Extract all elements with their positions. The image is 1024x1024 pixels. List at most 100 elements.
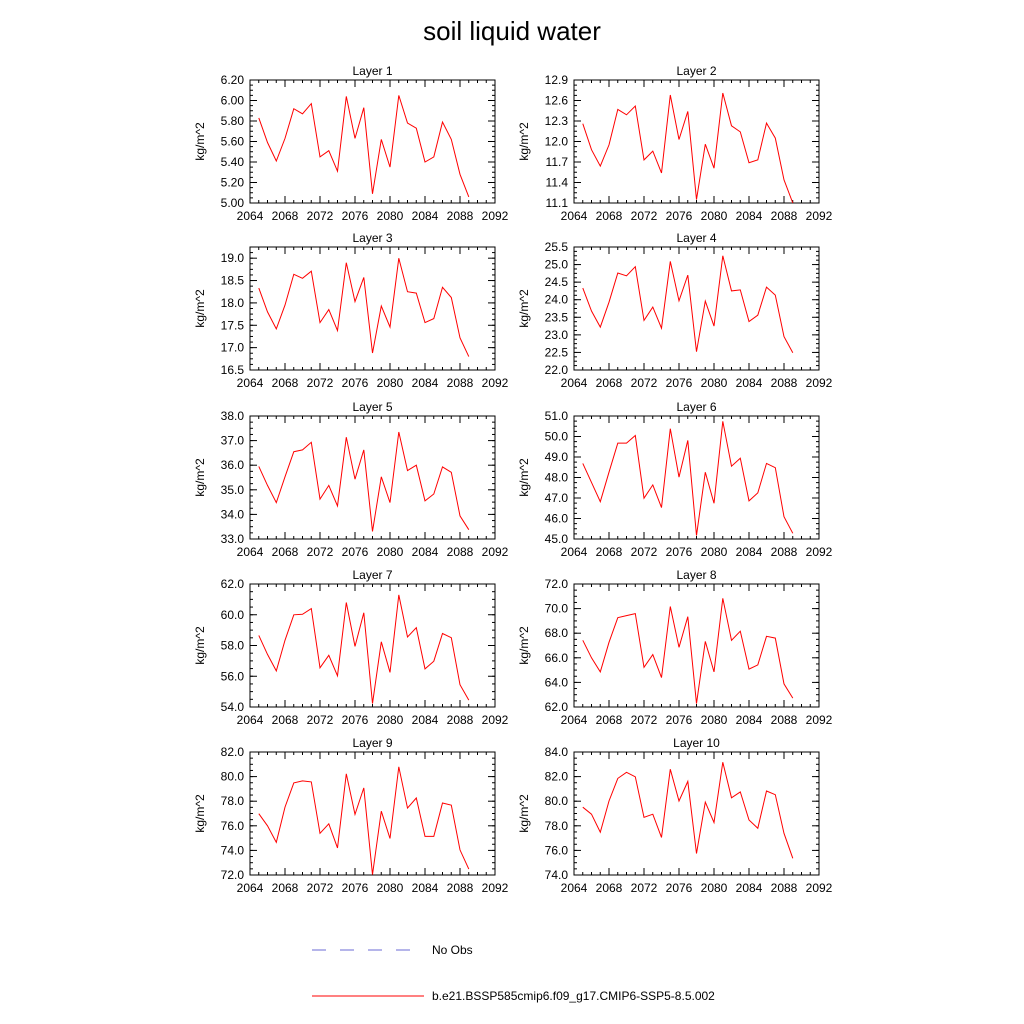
x-tick-label: 2072 — [631, 713, 658, 727]
x-tick-label: 2072 — [307, 881, 334, 895]
y-tick-label: 45.0 — [545, 532, 569, 546]
x-tick-label: 2080 — [701, 881, 728, 895]
y-tick-label: 64.0 — [545, 675, 569, 689]
x-tick-label: 2088 — [447, 545, 474, 559]
plot-frame — [573, 79, 820, 204]
y-tick-label: 18.0 — [221, 296, 245, 310]
y-tick-label: 51.0 — [545, 409, 569, 423]
x-tick-label: 2084 — [412, 881, 439, 895]
y-tick-label: 66.0 — [545, 651, 569, 665]
x-tick-label: 2068 — [272, 713, 299, 727]
x-tick-label: 2092 — [482, 545, 509, 559]
panel-layer-9: Layer 9 kg/m^2 2064 2068 2072 2076 2080 2084 208… — [193, 736, 509, 895]
panel-layer-6: Layer 6 kg/m^2 2064 2068 2072 2076 2080 2084 208… — [517, 400, 833, 559]
x-tick-label: 2084 — [412, 545, 439, 559]
x-tick-label: 2080 — [377, 545, 404, 559]
x-tick-label: 2076 — [342, 881, 369, 895]
x-tick-label: 2064 — [237, 209, 264, 223]
x-tick-label: 2072 — [307, 713, 334, 727]
x-tick-label: 2092 — [806, 545, 833, 559]
plot-frame — [249, 415, 496, 540]
x-tick-label: 2064 — [561, 376, 588, 390]
data-series-line — [258, 95, 470, 198]
y-tick-label: 12.6 — [545, 94, 569, 108]
y-tick-label: 37.0 — [221, 434, 245, 448]
x-tick-label: 2064 — [237, 545, 264, 559]
y-tick-label: 5.60 — [221, 135, 245, 149]
x-tick-label: 2064 — [237, 713, 264, 727]
y-axis-label: kg/m^2 — [193, 289, 207, 328]
panel-layer-8: Layer 8 kg/m^2 2064 2068 2072 2076 2080 2084 208… — [517, 568, 833, 727]
panel-title: Layer 8 — [676, 568, 716, 582]
x-tick-label: 2072 — [307, 545, 334, 559]
y-axis-label: kg/m^2 — [193, 794, 207, 833]
x-tick-label: 2084 — [412, 376, 439, 390]
x-tick-label: 2080 — [377, 881, 404, 895]
y-tick-label: 11.7 — [546, 155, 569, 169]
y-tick-label: 11.1 — [546, 196, 569, 210]
y-tick-label: 12.9 — [545, 73, 569, 87]
panel-title: Layer 3 — [352, 231, 392, 245]
x-tick-label: 2092 — [482, 376, 509, 390]
x-tick-label: 2076 — [342, 376, 369, 390]
plot-frame — [573, 583, 820, 708]
y-tick-label: 22.0 — [545, 363, 569, 377]
x-tick-label: 2088 — [447, 376, 474, 390]
y-tick-label: 60.0 — [221, 608, 245, 622]
x-tick-label: 2080 — [377, 713, 404, 727]
x-tick-label: 2076 — [666, 376, 693, 390]
y-tick-label: 58.0 — [221, 639, 245, 653]
y-tick-label: 33.0 — [221, 532, 245, 546]
x-tick-label: 2088 — [447, 881, 474, 895]
x-tick-label: 2064 — [561, 713, 588, 727]
x-tick-label: 2072 — [631, 881, 658, 895]
panel-title: Layer 1 — [352, 64, 392, 78]
y-axis-label: kg/m^2 — [517, 458, 531, 497]
plot-frame — [573, 415, 820, 540]
panel-grid: Layer 1 kg/m^2 2064 2068 2072 2076 2080 2084 208… — [193, 64, 833, 895]
data-series-line — [258, 431, 470, 532]
x-tick-label: 2084 — [736, 209, 763, 223]
y-tick-label: 80.0 — [221, 770, 245, 784]
y-tick-label: 56.0 — [221, 669, 245, 683]
y-tick-label: 49.0 — [545, 450, 569, 464]
plot-frame — [249, 751, 496, 876]
x-tick-label: 2068 — [596, 881, 623, 895]
x-tick-label: 2068 — [596, 545, 623, 559]
y-tick-label: 54.0 — [221, 700, 245, 714]
panel-title: Layer 6 — [676, 400, 716, 414]
y-tick-label: 62.0 — [545, 700, 569, 714]
y-tick-label: 12.0 — [545, 135, 569, 149]
x-tick-label: 2088 — [447, 713, 474, 727]
x-tick-label: 2068 — [272, 545, 299, 559]
x-tick-label: 2084 — [736, 376, 763, 390]
x-tick-label: 2080 — [377, 209, 404, 223]
y-tick-label: 82.0 — [221, 745, 245, 759]
y-tick-label: 19.0 — [221, 251, 245, 265]
x-tick-label: 2080 — [377, 376, 404, 390]
y-tick-label: 72.0 — [221, 868, 245, 882]
x-tick-label: 2076 — [666, 209, 693, 223]
y-tick-label: 68.0 — [545, 626, 569, 640]
panel-layer-10: Layer 10 kg/m^2 2064 2068 2072 2076 2080 2084 20… — [517, 736, 833, 895]
y-tick-label: 17.5 — [221, 318, 245, 332]
x-tick-label: 2084 — [736, 881, 763, 895]
x-tick-label: 2080 — [701, 209, 728, 223]
y-tick-label: 6.00 — [221, 94, 245, 108]
y-tick-label: 46.0 — [545, 512, 569, 526]
plot-frame — [249, 583, 496, 708]
y-tick-label: 72.0 — [545, 577, 569, 591]
y-tick-label: 78.0 — [221, 794, 245, 808]
y-tick-label: 36.0 — [221, 458, 245, 472]
x-tick-label: 2072 — [631, 209, 658, 223]
panel-layer-1: Layer 1 kg/m^2 2064 2068 2072 2076 2080 2084 208… — [193, 64, 509, 223]
y-axis-label: kg/m^2 — [193, 458, 207, 497]
x-tick-label: 2068 — [272, 881, 299, 895]
x-tick-label: 2068 — [272, 376, 299, 390]
x-tick-label: 2068 — [272, 209, 299, 223]
y-tick-label: 16.5 — [221, 363, 245, 377]
y-tick-label: 6.20 — [221, 73, 245, 87]
legend-label-no-obs: No Obs — [432, 943, 473, 957]
x-tick-label: 2064 — [561, 545, 588, 559]
